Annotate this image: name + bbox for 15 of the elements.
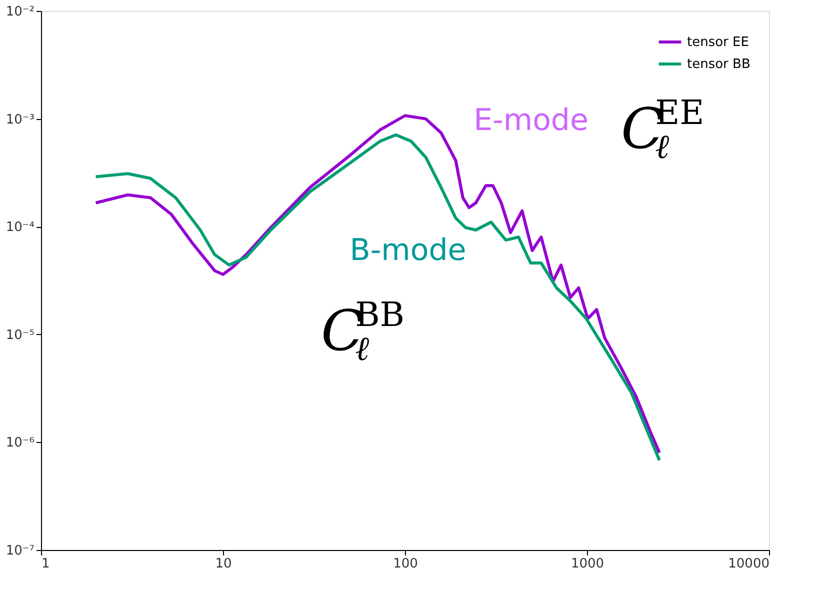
y-tick-label: 10⁻² [6, 4, 34, 20]
y-tick-label: 10⁻⁶ [6, 436, 34, 451]
legend-label: tensor EE [687, 35, 749, 50]
legend-label: tensor BB [687, 57, 750, 72]
annotation: E-mode [474, 103, 588, 138]
y-tick-label: 10⁻⁴ [6, 220, 34, 236]
y-tick-label: 10⁻⁷ [6, 544, 34, 558]
x-tick-label: 100 [393, 556, 418, 572]
x-tick-label: 10 [215, 556, 232, 572]
x-tick-label: 1000 [570, 556, 604, 572]
x-tick-label: 10000 [728, 556, 770, 572]
annotation: B-mode [350, 233, 466, 268]
x-tick-label: 1 [42, 556, 50, 572]
y-tick-label: 10⁻³ [6, 112, 34, 128]
y-tick-label: 10⁻⁵ [6, 328, 34, 343]
